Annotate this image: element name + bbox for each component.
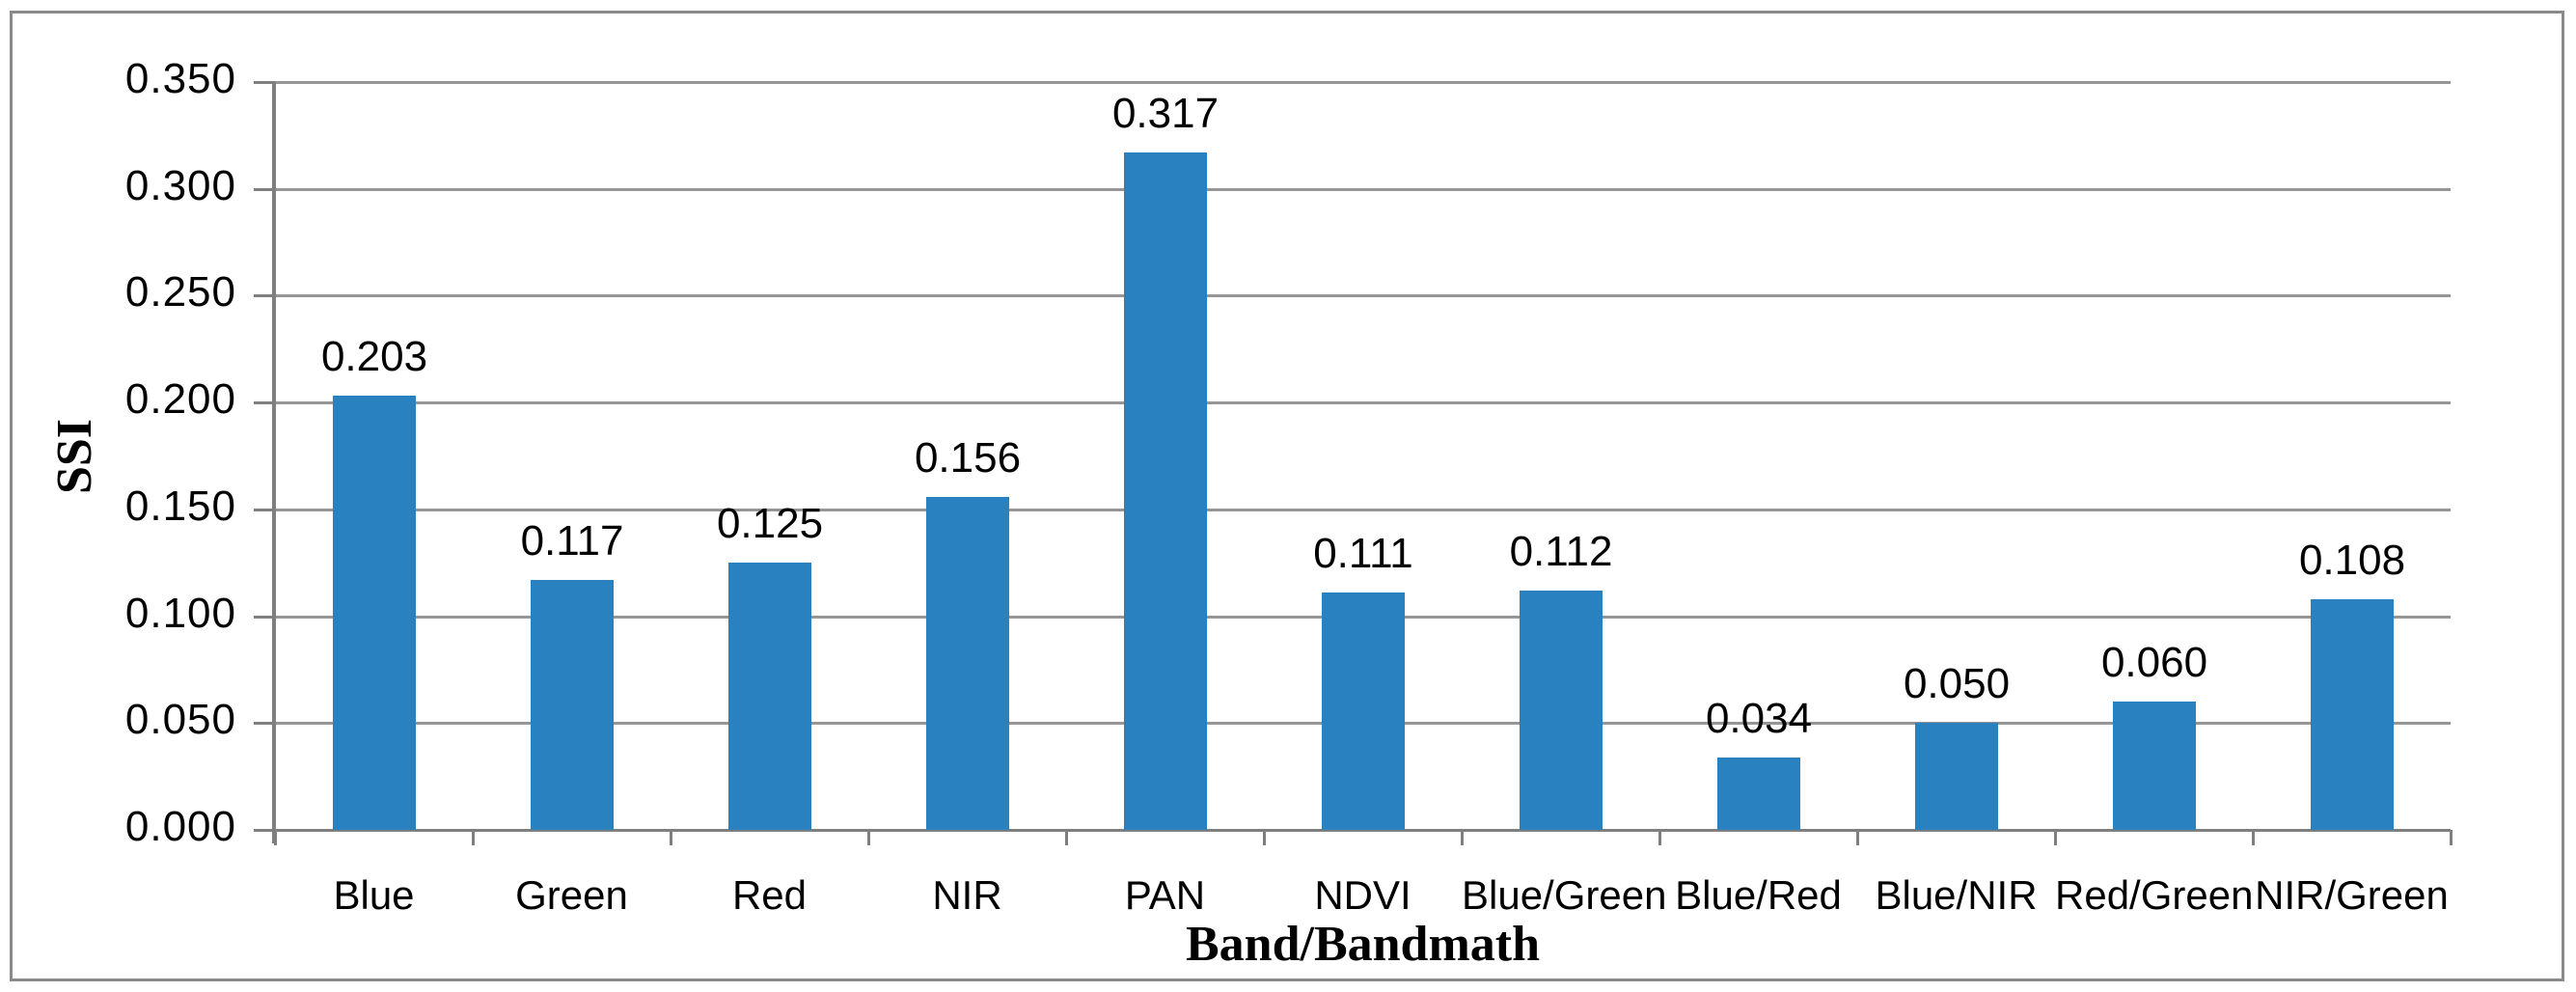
x-axis-tick (274, 830, 277, 845)
bar (531, 580, 614, 830)
x-category-label: Blue (333, 872, 415, 918)
gridline (275, 81, 2451, 84)
y-tick-label: 0.200 (124, 375, 236, 423)
x-category-label: Red (731, 872, 808, 918)
y-tick-label: 0.250 (124, 268, 236, 316)
y-axis-tick (254, 722, 275, 725)
bar-value-label: 0.034 (1705, 695, 1813, 742)
bar-value-label: 0.112 (1509, 528, 1613, 575)
bar (333, 396, 416, 830)
bar (1717, 758, 1800, 830)
y-tick-label: 0.150 (124, 482, 236, 530)
x-axis-tick (2450, 830, 2453, 845)
bar-value-label: 0.108 (2298, 537, 2406, 584)
x-axis-line (275, 829, 2451, 832)
bar-value-label: 0.125 (716, 500, 824, 547)
x-axis-tick (1658, 830, 1661, 845)
gridline (275, 509, 2451, 511)
bar-value-label: 0.317 (1111, 90, 1219, 137)
x-category-label: Blue/Green (1462, 872, 1667, 918)
y-axis-tick (254, 509, 275, 511)
y-tick-label: 0.050 (124, 696, 236, 743)
bar (2113, 702, 2196, 830)
x-axis-title: Band/Bandmath (1185, 917, 1541, 972)
bar (1322, 592, 1405, 830)
x-axis-tick (670, 830, 672, 845)
y-axis-tick (254, 401, 275, 404)
bar-value-label: 0.050 (1903, 660, 2011, 707)
y-axis-tick (254, 81, 275, 84)
bar-value-label: 0.203 (320, 333, 428, 380)
bar (926, 497, 1009, 830)
x-axis-tick (867, 830, 870, 845)
bar-value-label: 0.060 (2100, 639, 2208, 686)
gridline (275, 188, 2451, 191)
x-category-label: PAN (1124, 872, 1206, 918)
x-axis-tick (1461, 830, 1464, 845)
y-axis-title: SSI (47, 418, 102, 495)
y-tick-label: 0.100 (124, 590, 236, 637)
y-axis-tick (254, 616, 275, 619)
bar (1915, 723, 1998, 830)
bar-value-label: 0.156 (914, 434, 1022, 482)
x-axis-tick (2252, 830, 2255, 845)
x-category-label: NIR (932, 872, 1002, 918)
bar-value-label: 0.111 (1313, 530, 1413, 577)
x-category-label: Blue/Red (1675, 872, 1842, 918)
y-tick-label: 0.350 (124, 55, 236, 102)
y-tick-label: 0.000 (124, 803, 236, 850)
bar (1124, 152, 1207, 830)
bar (2311, 599, 2394, 830)
x-axis-tick (1263, 830, 1266, 845)
y-axis-line (272, 82, 276, 843)
x-category-label: NDVI (1314, 872, 1411, 918)
y-tick-label: 0.300 (124, 162, 236, 209)
y-axis-tick (254, 294, 275, 297)
y-axis-tick (254, 829, 275, 832)
bar (728, 563, 811, 830)
bar (1520, 591, 1603, 830)
x-category-label: Green (515, 872, 628, 918)
x-axis-tick (472, 830, 475, 845)
x-axis-tick (1065, 830, 1068, 845)
gridline (275, 294, 2451, 297)
x-category-label: Blue/NIR (1875, 872, 2038, 918)
x-axis-tick (1856, 830, 1859, 845)
gridline (275, 401, 2451, 404)
x-axis-tick (2054, 830, 2057, 845)
y-axis-tick (254, 188, 275, 191)
x-category-label: Red/Green (2055, 872, 2254, 918)
x-category-label: NIR/Green (2255, 872, 2449, 918)
bar-value-label: 0.117 (520, 517, 624, 565)
